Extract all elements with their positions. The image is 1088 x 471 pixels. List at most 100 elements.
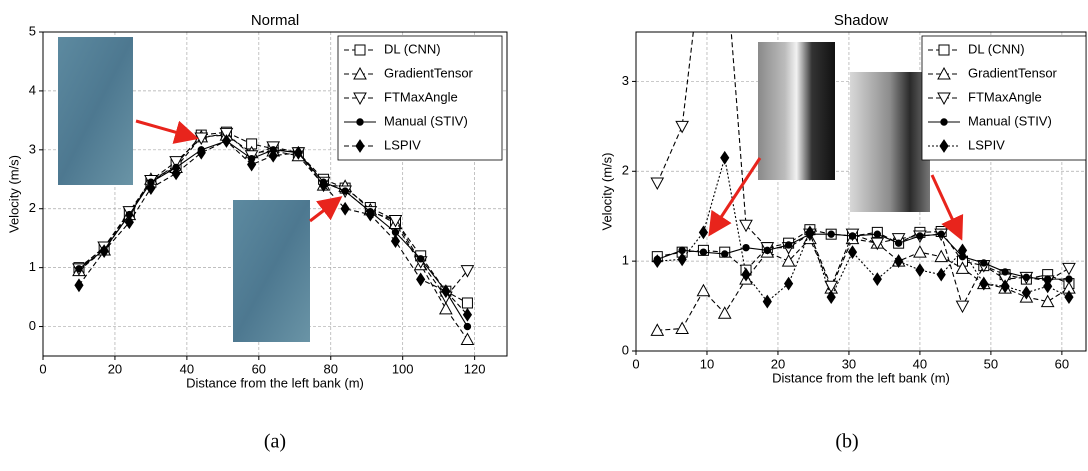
marker [318, 178, 329, 193]
legend-label: FTMaxAngle [384, 89, 458, 104]
y-tick-label: 4 [29, 82, 36, 97]
marker [913, 245, 927, 258]
legend-label: DL (CNN) [384, 41, 441, 56]
x-tick-label: 30 [842, 356, 856, 371]
series-line [657, 233, 1069, 280]
caption: (b) [835, 431, 858, 453]
marker [717, 306, 732, 319]
marker [980, 259, 988, 267]
marker [219, 127, 234, 141]
legend-label: GradientTensor [384, 65, 474, 80]
legend-label: DL (CNN) [968, 41, 1025, 56]
marker [937, 92, 951, 106]
marker [461, 297, 473, 309]
marker [873, 230, 882, 238]
marker [741, 267, 751, 282]
marker [915, 263, 925, 278]
plot-frame [42, 31, 508, 357]
marker [340, 201, 350, 216]
legend-label: LSPIV [968, 137, 1005, 152]
series-line [656, 32, 1070, 308]
marker [677, 252, 687, 267]
marker [460, 265, 475, 278]
x-tick-label: 0 [632, 356, 639, 371]
marker [894, 254, 904, 269]
marker [940, 118, 948, 126]
marker [341, 187, 349, 195]
y-tick-label: 5 [29, 23, 36, 38]
x-tick-label: 100 [392, 361, 414, 376]
marker [894, 239, 903, 247]
marker [1064, 290, 1074, 304]
marker [416, 255, 425, 263]
caption: (a) [264, 431, 286, 453]
series-line [657, 237, 1070, 331]
x-tick-label: 40 [913, 356, 927, 371]
marker [650, 323, 665, 336]
marker [416, 272, 426, 287]
photo [850, 72, 930, 212]
marker [955, 261, 970, 274]
arrow [930, 174, 964, 241]
marker [1001, 268, 1009, 276]
marker [675, 321, 689, 335]
x-tick-label: 80 [324, 361, 338, 376]
y-tick-label: 2 [622, 163, 629, 178]
series-line [78, 134, 468, 340]
marker [720, 150, 730, 165]
marker [739, 219, 753, 233]
plot-frame [635, 31, 1087, 352]
x-axis-label: Distance from the left bank (m) [772, 370, 950, 385]
marker [979, 276, 989, 291]
marker [824, 280, 839, 294]
y-axis-label: Velocity (m/s) [6, 155, 21, 233]
x-tick-label: 60 [252, 361, 266, 376]
legend-box [337, 35, 503, 161]
marker [1021, 285, 1031, 300]
legend-label: Manual (STIV) [384, 113, 468, 128]
legend-box [921, 35, 1087, 161]
arrow [135, 119, 199, 144]
legend-label: Manual (STIV) [968, 113, 1052, 128]
marker [698, 225, 709, 240]
marker [763, 246, 772, 255]
series-line [78, 132, 468, 298]
marker [784, 276, 794, 291]
marker [939, 139, 949, 153]
y-tick-label: 3 [622, 73, 629, 88]
series-line [657, 157, 1070, 303]
marker [365, 207, 375, 222]
x-axis-label: Distance from the left bank (m) [186, 375, 364, 390]
marker [696, 283, 711, 297]
marker [1065, 275, 1073, 283]
x-tick-label: 10 [700, 356, 714, 371]
marker [355, 139, 365, 153]
marker [870, 237, 885, 251]
series-group [72, 126, 475, 346]
marker [353, 66, 367, 80]
marker [124, 215, 134, 230]
marker [936, 267, 946, 282]
y-tick-label: 0 [622, 342, 629, 357]
marker [354, 44, 366, 56]
marker [872, 272, 882, 287]
marker [805, 225, 815, 240]
marker [169, 156, 183, 169]
photo [58, 37, 133, 185]
legend: DL (CNN) GradientTensor FTMaxAngle Manual (… [337, 35, 503, 161]
marker [353, 92, 367, 106]
photo [233, 200, 310, 342]
chart-title: Normal [251, 12, 299, 29]
marker [848, 232, 857, 240]
marker [827, 230, 835, 238]
y-tick-label: 1 [29, 259, 36, 274]
marker [652, 254, 662, 269]
arrow [309, 196, 343, 223]
marker [1062, 262, 1076, 276]
series-group [650, 32, 1076, 336]
marker [247, 157, 257, 172]
legend-label: FTMaxAngle [968, 89, 1042, 104]
marker [439, 301, 453, 315]
y-tick-label: 0 [29, 318, 36, 333]
